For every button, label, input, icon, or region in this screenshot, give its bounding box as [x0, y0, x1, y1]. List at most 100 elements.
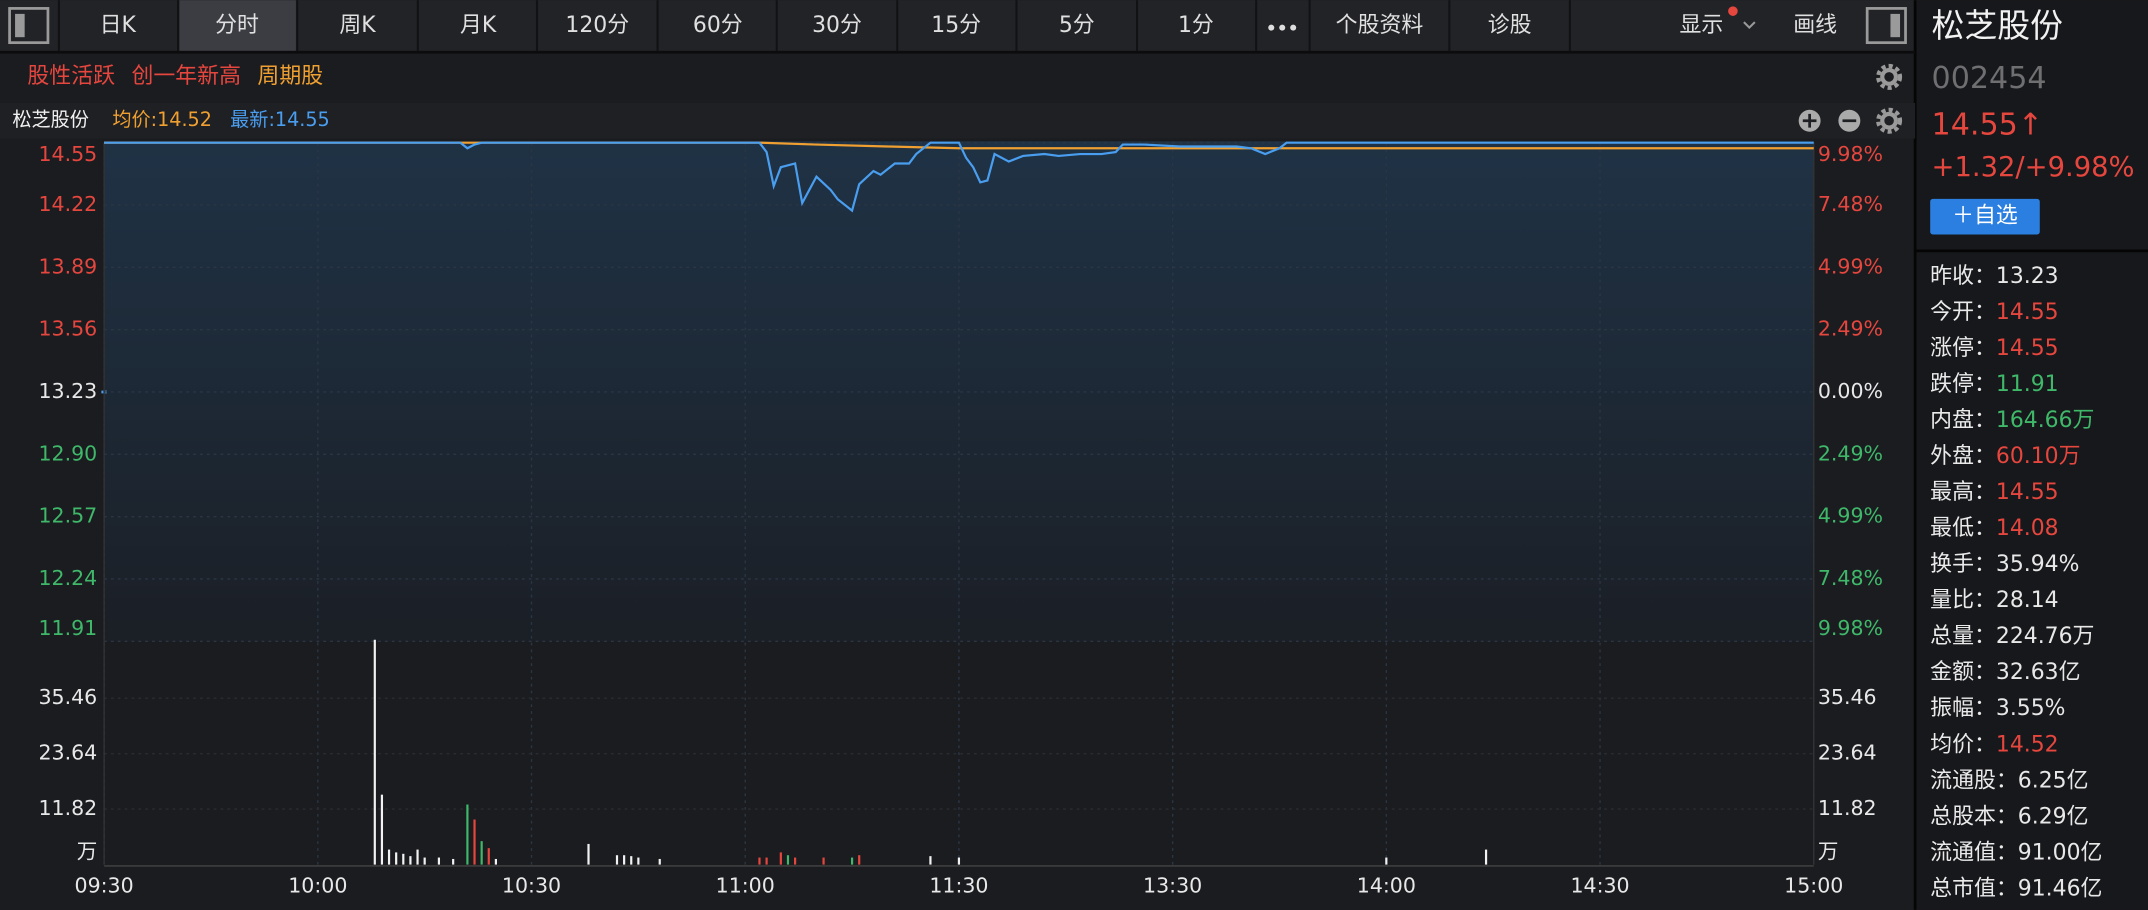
zoom-out[interactable] [1838, 109, 1861, 132]
x-tick-label: 11:30 [929, 874, 988, 898]
watchlist-button[interactable] [1930, 198, 2040, 235]
volume-bar [786, 855, 790, 865]
y-tick-label: 12.24 [38, 566, 97, 590]
vol-tick-label: 35.46 [1818, 685, 1877, 709]
stat-label: 振幅： [1930, 696, 1996, 721]
tag[interactable]: 创一年新高 [131, 64, 241, 89]
sidebar-toggle[interactable] [8, 7, 50, 45]
stat-value: 3.55% [1996, 696, 2066, 721]
dropdown-icon [1743, 21, 1756, 30]
y-tick-label: 14.55 [38, 142, 97, 166]
stat-value: 91.46亿 [2018, 876, 2103, 901]
vol-tick-label: 11.82 [1818, 796, 1877, 820]
volume-bar [637, 857, 640, 865]
quote-code: 002454 [1932, 61, 2047, 96]
zoom-in[interactable] [1798, 109, 1821, 132]
tab[interactable]: 月K [460, 13, 497, 38]
stat-value: 224.76万 [1996, 624, 2095, 649]
pct-tick-label: 7.48% [1818, 566, 1883, 590]
volume-bar [822, 857, 825, 865]
stat-label: 昨收： [1930, 264, 1996, 289]
volume-bar [395, 852, 398, 865]
tab[interactable]: 周K [339, 13, 376, 38]
more-button[interactable] [1268, 24, 1297, 31]
vol-tick-label: 11.82 [38, 796, 97, 820]
stat-value: 164.66万 [1996, 408, 2095, 433]
y-tick-label: 11.91 [38, 616, 97, 640]
x-tick-label: 10:00 [288, 874, 347, 898]
volume-bar [793, 857, 797, 865]
tab[interactable]: 30分 [812, 13, 862, 38]
volume-bar [373, 639, 376, 865]
panel-toggle-icon [1890, 13, 1901, 38]
volume-bar [1385, 857, 1388, 865]
tag-row: 股性活跃 创一年新高 周期股 [27, 64, 323, 89]
stat-value: 14.55 [1996, 336, 2059, 361]
active-tab [179, 0, 296, 51]
toolbar [0, 0, 1916, 51]
price-line [104, 141, 1814, 213]
stat-value: 14.52 [1996, 732, 2059, 757]
volume-bar [615, 855, 619, 865]
stat-value: 14.08 [1996, 516, 2059, 541]
x-tick-label: 15:00 [1784, 874, 1843, 898]
tab[interactable]: 诊股 [1488, 13, 1532, 38]
stat-label: 金额： [1930, 660, 1996, 685]
stat-label: 外盘： [1930, 444, 1996, 469]
quote-panel [1915, 0, 2148, 910]
x-tick-label: 11:00 [716, 874, 775, 898]
settings-icon[interactable] [1876, 63, 1903, 90]
chart: 14.55 14.22 13.89 13.56 13.23 12.90 12.57 12.24… [38, 141, 1883, 898]
stat-label: 量比： [1930, 588, 1996, 613]
volume-bar [423, 857, 426, 865]
y-tick-label: 12.57 [38, 504, 97, 528]
pct-tick-label: 4.99% [1818, 504, 1883, 528]
volume-bar [587, 843, 590, 865]
x-tick-label: 10:30 [502, 874, 561, 898]
stat-label: 均价： [1930, 732, 1996, 757]
chart-stock-name: 松芝股份 [12, 108, 89, 131]
stat-label: 总市值： [1930, 876, 2018, 901]
display-button[interactable]: 显示 [1680, 13, 1724, 38]
tab[interactable]: 120分 [565, 13, 629, 38]
volume-bar [473, 819, 476, 865]
stat-value: 28.14 [1996, 588, 2059, 613]
vol-unit: 万 [1818, 839, 1839, 863]
panel-toggle[interactable] [1865, 7, 1907, 45]
draw-button[interactable]: 画线 [1793, 13, 1837, 38]
pct-tick-label: 0.00% [1818, 379, 1883, 403]
y-tick-label: 12.90 [38, 441, 97, 465]
chart-header [0, 102, 1916, 139]
tab[interactable]: 分时 [215, 13, 259, 38]
tab[interactable]: 个股资料 [1336, 13, 1424, 38]
quote-change: +1.32/+9.98% [1932, 152, 2135, 183]
volume-bar [957, 857, 961, 865]
stat-value: 35.94% [1996, 552, 2080, 577]
tab[interactable]: 1分 [1178, 13, 1214, 38]
tab[interactable]: 60分 [693, 13, 743, 38]
tag[interactable]: 股性活跃 [27, 64, 115, 89]
volume-bar [623, 855, 626, 865]
notification-dot [1728, 6, 1738, 16]
stat-value: 6.25亿 [2018, 768, 2089, 793]
y-tick-label: 13.56 [38, 317, 97, 341]
vol-tick-label: 23.64 [1818, 741, 1877, 765]
pct-tick-label: 9.98% [1818, 616, 1883, 640]
tab[interactable]: 5分 [1059, 13, 1095, 38]
tab[interactable]: 日K [100, 13, 137, 38]
chart-settings[interactable] [1876, 107, 1903, 134]
stat-value: 6.29亿 [2018, 804, 2089, 829]
watchlist-button-label[interactable]: ＋自选 [1952, 204, 2018, 229]
tab[interactable]: 15分 [931, 13, 981, 38]
volume-bar [409, 856, 412, 865]
pct-tick-label: 7.48% [1818, 192, 1883, 216]
volume-bar [452, 858, 455, 865]
volume-bar [850, 857, 854, 865]
stat-label: 最低： [1930, 516, 1996, 541]
volume-bar [1484, 849, 1488, 865]
volume-bar [779, 852, 782, 865]
vol-tick-label: 23.64 [38, 741, 97, 765]
tag[interactable]: 周期股 [257, 64, 323, 89]
x-tick-label: 14:00 [1357, 874, 1416, 898]
